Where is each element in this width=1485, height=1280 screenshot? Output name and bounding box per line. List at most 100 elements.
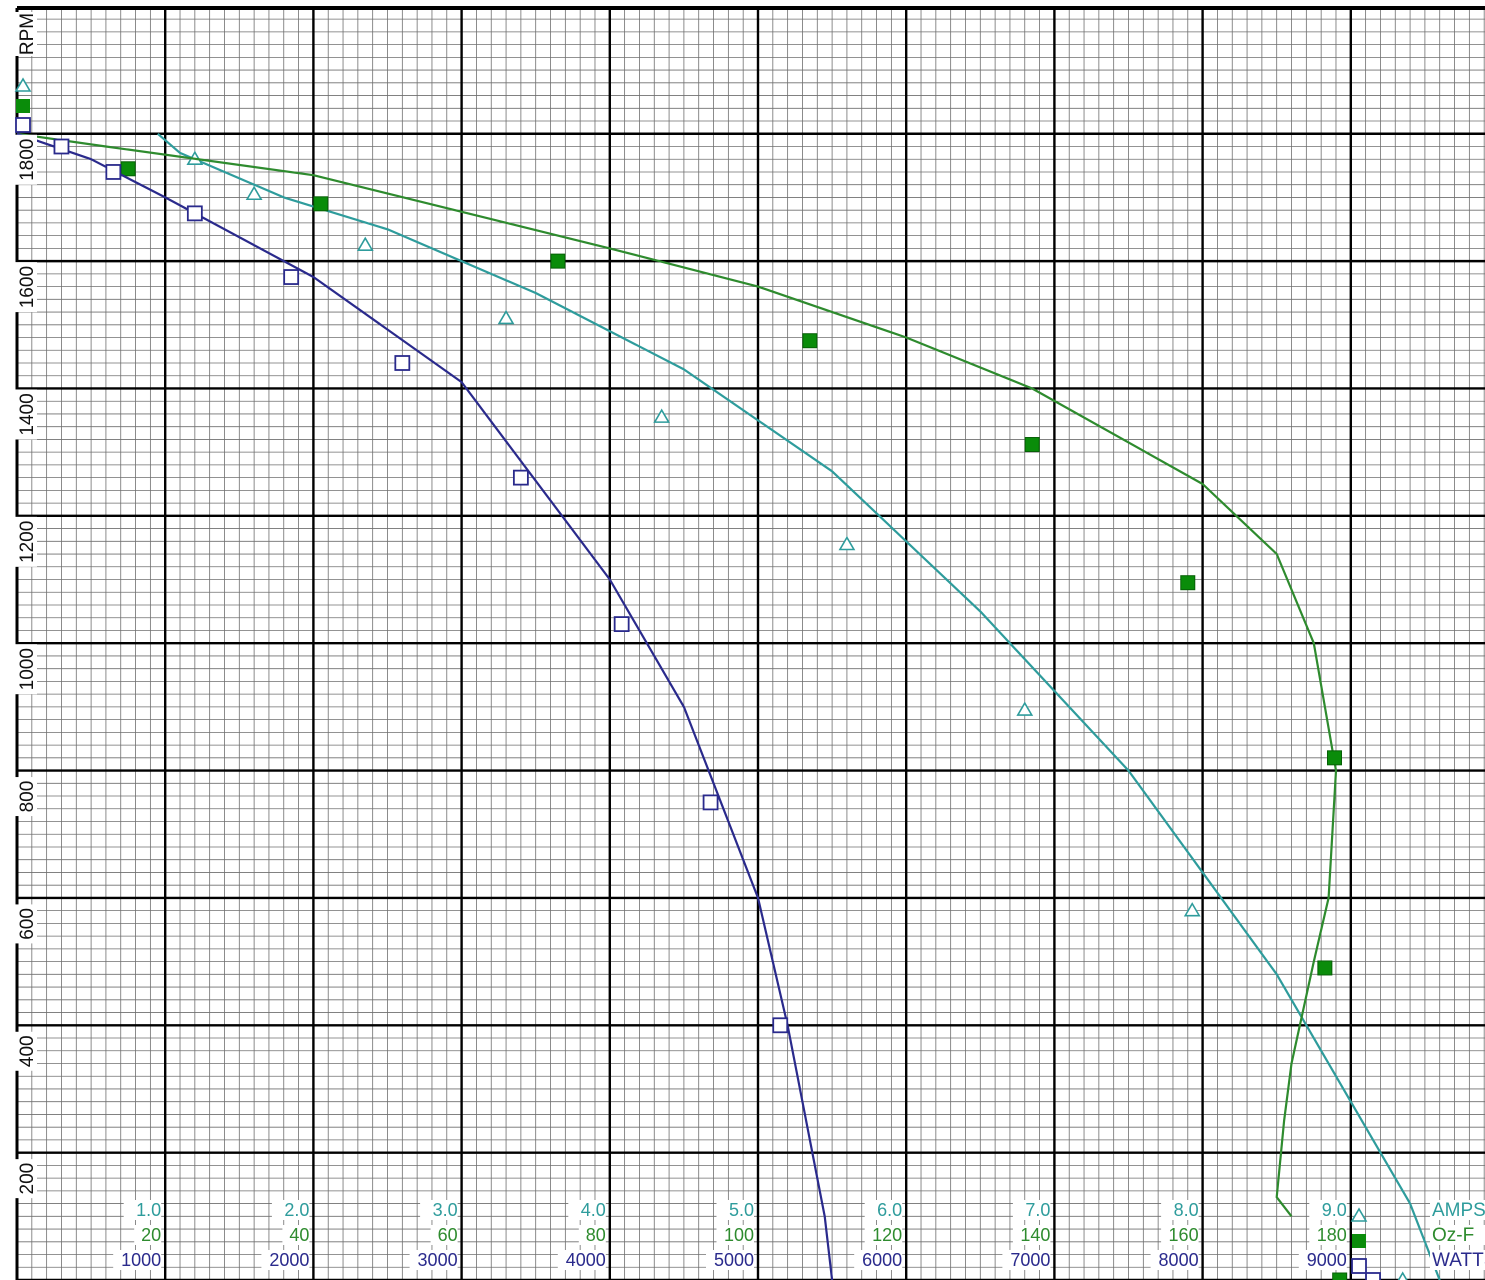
watts-point [53,138,70,155]
amps-point [838,535,856,551]
amps-tick-label: 5.0 [729,1200,754,1220]
amps-tick-label: 4.0 [581,1200,606,1220]
legend-amps-label: AMPS [1432,1200,1485,1221]
rpm-label-bg [13,1159,37,1199]
amps-point [653,408,671,423]
legend-amps-marker [1350,1207,1368,1222]
ozf-tick-label: 140 [1020,1225,1050,1245]
legend-label-bg [1430,1250,1485,1270]
tick-label-bg [1161,1225,1199,1245]
watts-tick-label: 7000 [1010,1250,1050,1270]
ozf-point [313,196,329,212]
tick-label-bg [1298,1250,1347,1270]
watts-tick-label: 3000 [418,1250,458,1270]
tick-label-bg [1309,1225,1347,1245]
amps-tick-label: 3.0 [433,1200,458,1220]
tick-label-bg [557,1250,606,1270]
tick-label-bg [409,1250,458,1270]
ozf-point [550,253,566,269]
tick-label-bg [706,1250,754,1270]
amps-tick-label: 2.0 [284,1200,309,1220]
legend-label-bg [1430,1200,1485,1220]
tick-label-bg [1012,1225,1051,1245]
watts-point [186,205,203,222]
watts-point [283,269,300,285]
tick-label-bg [854,1250,903,1270]
ozf-marker-swatch [16,99,30,113]
ozf-tick-label: 40 [289,1225,309,1245]
series-line-ozf [16,132,1338,1217]
tick-label-bg [1161,1200,1199,1220]
watts-point [772,1017,789,1034]
amps-point [1397,1271,1408,1280]
tick-label-bg [716,1225,754,1245]
ozf-point [120,161,136,177]
tick-label-bg [430,1225,458,1245]
rpm-label-bg [13,516,37,567]
watts-point [613,616,630,632]
ozf-tick-label: 100 [724,1225,754,1245]
rpm-label-bg [13,262,37,313]
rpm-tick-label: 400 [17,1035,38,1067]
ozf-point [802,333,818,349]
rpm-tick-label: 1400 [17,393,38,435]
series-watts [16,132,1381,1280]
tick-label-bg [271,1200,310,1220]
amps-point [356,236,374,251]
watts-point [394,355,411,371]
amps-tick-label: 7.0 [1025,1200,1050,1220]
tick-label-bg [716,1200,754,1220]
rpm-label-bg [13,1031,37,1071]
ozf-tick-label: 60 [438,1225,458,1245]
ozf-point [1326,750,1342,766]
amps-tick-label: 9.0 [1322,1200,1347,1220]
amps-tick-label: 6.0 [877,1200,902,1220]
ozf-tick-label: 20 [141,1225,161,1245]
major-grid [15,8,1485,1280]
ozf-tick-label: 120 [872,1225,902,1245]
watts-tick-label: 5000 [714,1250,754,1270]
ozf-tick-label: 180 [1317,1225,1347,1245]
series-ozf [16,132,1348,1280]
tick-label-bg [420,1200,458,1220]
tick-label-bg [134,1225,162,1245]
tick-label-bg [261,1250,310,1270]
rpm-tick-label: 1800 [17,139,38,181]
tick-label-bg [578,1225,606,1245]
watts-tick-label: 4000 [566,1250,606,1270]
rpm-label-bg [13,12,37,56]
amps-tick-label: 8.0 [1174,1200,1199,1220]
x-axis-labels: 1.0 2.0 3.0 4.0 5.0 6.0 7.0 8.0 9.0 20 40 60 80 100 12… [113,1200,1347,1270]
tick-label-bg [123,1200,162,1220]
series-amps [157,132,1441,1280]
watts-tick-label: 6000 [862,1250,902,1270]
rpm-tick-label: 800 [17,781,38,813]
tick-label-bg [1309,1200,1347,1220]
legend-ozf-label: Oz-F [1432,1225,1474,1246]
amps-point [1016,701,1034,716]
y-axis-labels: 200 400 600 800 1000 1200 1400 1600 1800 RPM [13,12,38,1199]
watts-point [512,469,529,486]
legend: AMPS Oz-F WATTS [1350,1200,1485,1274]
rpm-axis-title: RPM [17,13,38,55]
legend-ozf-marker [1352,1234,1366,1248]
watts-tick-label: 9000 [1307,1250,1347,1270]
rpm-tick-label: 600 [17,908,38,940]
tick-label-bg [1002,1250,1051,1270]
watts-point [1365,1272,1381,1280]
tick-label-bg [864,1225,903,1245]
rpm-label-bg [13,389,37,440]
amps-point [245,185,263,201]
series-layer [16,132,1441,1280]
rpm-tick-label: 200 [17,1163,38,1195]
series-line-amps [157,132,1441,1280]
watts-point [105,164,122,180]
rpm-label-bg [13,904,37,944]
amps-tick-label: 1.0 [136,1200,161,1220]
series-line-watts [16,132,834,1280]
rpm-tick-label: 1000 [17,648,38,690]
watts-tick-label: 1000 [121,1250,161,1270]
ozf-point [1180,575,1196,591]
